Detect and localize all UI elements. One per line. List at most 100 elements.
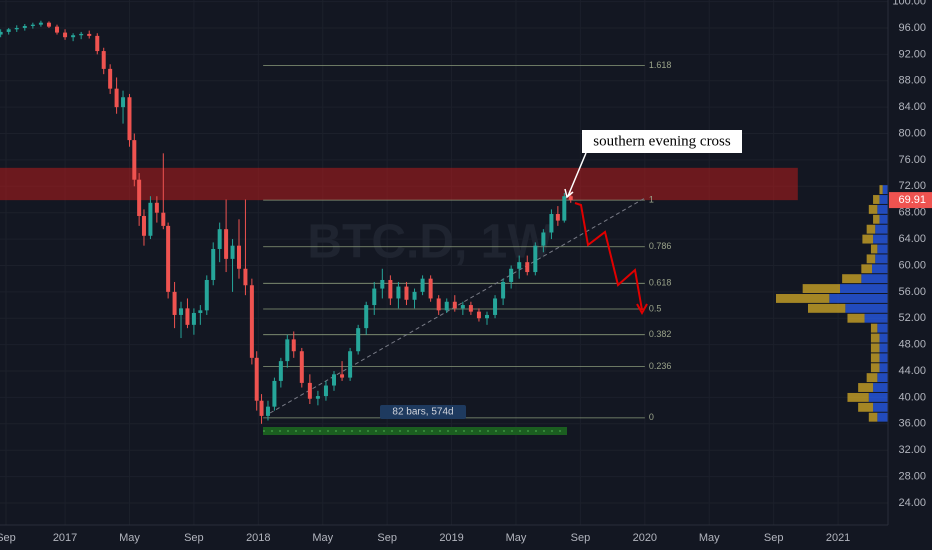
candle-body <box>541 232 546 246</box>
y-tick-label: 44.00 <box>898 365 926 377</box>
candle-body <box>525 262 530 273</box>
candle-body <box>460 305 465 309</box>
profile-down <box>879 185 883 195</box>
profile-up <box>879 353 888 363</box>
profile-up <box>877 373 888 383</box>
projection-arrow <box>636 303 648 316</box>
candle-body <box>517 262 522 269</box>
profile-up <box>861 274 888 284</box>
candle-body <box>71 35 76 38</box>
callout-arrowhead <box>564 188 574 199</box>
candle-body <box>404 286 409 300</box>
candle-body <box>549 214 554 233</box>
x-tick-label: Sep <box>377 532 397 544</box>
candle-body <box>278 361 283 381</box>
profile-up <box>879 343 888 353</box>
x-tick-label: May <box>312 532 333 544</box>
y-tick-label: 40.00 <box>898 391 926 403</box>
fib-label: 1.618 <box>649 60 672 70</box>
candle-body <box>236 245 241 269</box>
y-tick-label: 48.00 <box>898 339 926 351</box>
fib-label: 0.5 <box>649 303 662 313</box>
profile-down <box>858 383 874 392</box>
profile-up <box>845 303 888 313</box>
candle-body <box>299 351 304 383</box>
candle-body <box>0 31 3 35</box>
y-tick-label: 76.00 <box>898 154 926 166</box>
range-label-bg <box>380 405 466 419</box>
candle-body <box>380 279 385 289</box>
profile-down <box>870 353 880 363</box>
candle-body <box>154 202 159 213</box>
y-tick-label: 68.00 <box>898 207 926 219</box>
profile-down <box>858 402 874 412</box>
candle-body <box>476 311 481 319</box>
candle-body <box>87 33 92 36</box>
candle-body <box>108 68 113 89</box>
candle-body <box>436 298 441 311</box>
x-tick-label: 2018 <box>246 532 270 544</box>
fib-label: 0.236 <box>649 361 672 371</box>
candle-body <box>46 22 51 27</box>
y-tick-label: 64.00 <box>898 233 926 245</box>
profile-down <box>870 323 878 333</box>
profile-down <box>842 274 862 284</box>
candle-body <box>372 288 377 306</box>
candle-body <box>420 278 425 292</box>
range-label: 82 bars, 574d <box>392 407 453 418</box>
profile-up <box>879 363 888 373</box>
candle-body <box>323 385 328 397</box>
fib-label: 0 <box>649 412 654 422</box>
candle-body <box>137 179 142 216</box>
candle-body <box>484 314 489 319</box>
candle-body <box>285 339 290 362</box>
candle-body <box>191 312 196 325</box>
candle-body <box>412 291 417 300</box>
fib-label: 0.382 <box>649 329 672 339</box>
profile-down <box>873 195 880 204</box>
y-tick-label: 80.00 <box>898 127 926 139</box>
candle-body <box>396 286 401 299</box>
candle-body <box>132 140 137 180</box>
profile-down <box>873 214 880 224</box>
callout-box <box>582 130 742 153</box>
y-tick-label: 36.00 <box>898 418 926 430</box>
y-tick-label: 28.00 <box>898 470 926 482</box>
resistance-zone <box>0 167 798 201</box>
y-tick-label: 92.00 <box>898 48 926 60</box>
candle-body <box>452 301 457 309</box>
profile-down <box>870 363 880 373</box>
candle-body <box>114 88 119 108</box>
profile-up <box>877 412 888 422</box>
candle-body <box>101 51 106 69</box>
candle-body <box>30 24 35 26</box>
projection <box>574 202 643 311</box>
profile-down <box>866 373 878 383</box>
candle-body <box>172 291 177 315</box>
candle-body <box>388 279 393 299</box>
profile-down <box>870 343 880 353</box>
x-tick-label: May <box>506 532 527 544</box>
y-tick-label: 60.00 <box>898 259 926 271</box>
profile-down <box>776 294 830 303</box>
candle-body <box>230 245 235 259</box>
candle-body <box>217 229 222 249</box>
y-tick-label: 72.00 <box>898 180 926 192</box>
candle-body <box>272 380 277 407</box>
profile-up <box>877 244 888 254</box>
profile-up <box>873 234 888 244</box>
y-tick-label: 52.00 <box>898 312 926 324</box>
profile-up <box>840 284 888 294</box>
x-tick-label: May <box>119 532 140 544</box>
candle-body <box>141 215 146 236</box>
candle-body <box>211 248 216 280</box>
profile-up <box>879 195 888 204</box>
profile-up <box>829 294 888 303</box>
candle-body <box>148 202 153 236</box>
candle-body <box>79 33 84 36</box>
profile-up <box>877 323 888 333</box>
profile-up <box>872 264 888 274</box>
profile-up <box>879 333 888 343</box>
x-tick-label: Sep <box>184 532 204 544</box>
